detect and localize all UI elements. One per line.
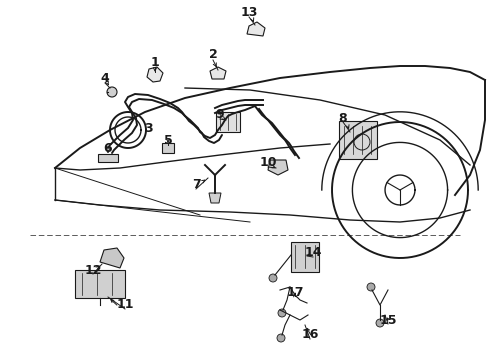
Text: 4: 4 xyxy=(100,72,109,85)
Polygon shape xyxy=(100,248,124,268)
Circle shape xyxy=(277,334,285,342)
Text: 13: 13 xyxy=(240,5,258,18)
FancyBboxPatch shape xyxy=(216,112,240,132)
Text: 17: 17 xyxy=(286,285,304,298)
FancyBboxPatch shape xyxy=(75,270,125,298)
Polygon shape xyxy=(210,67,226,79)
Circle shape xyxy=(367,283,375,291)
Polygon shape xyxy=(162,143,174,153)
Circle shape xyxy=(107,87,117,97)
Polygon shape xyxy=(268,160,288,175)
Polygon shape xyxy=(247,22,265,36)
Text: 12: 12 xyxy=(84,264,102,276)
Circle shape xyxy=(278,309,286,317)
Text: 6: 6 xyxy=(104,141,112,154)
Text: 14: 14 xyxy=(304,247,322,260)
FancyBboxPatch shape xyxy=(339,121,377,159)
FancyBboxPatch shape xyxy=(291,242,319,272)
Text: 2: 2 xyxy=(209,49,218,62)
Text: 7: 7 xyxy=(192,179,200,192)
Text: 8: 8 xyxy=(339,112,347,125)
Text: 9: 9 xyxy=(216,108,224,122)
Text: 15: 15 xyxy=(379,314,397,327)
Circle shape xyxy=(376,319,384,327)
Text: 5: 5 xyxy=(164,134,172,147)
Text: 3: 3 xyxy=(144,122,152,135)
Text: 1: 1 xyxy=(150,55,159,68)
Text: 10: 10 xyxy=(259,157,277,170)
Text: 11: 11 xyxy=(116,298,134,311)
Circle shape xyxy=(269,274,277,282)
Polygon shape xyxy=(147,67,163,82)
Polygon shape xyxy=(209,193,221,203)
Polygon shape xyxy=(98,154,118,162)
Text: 16: 16 xyxy=(301,328,319,342)
